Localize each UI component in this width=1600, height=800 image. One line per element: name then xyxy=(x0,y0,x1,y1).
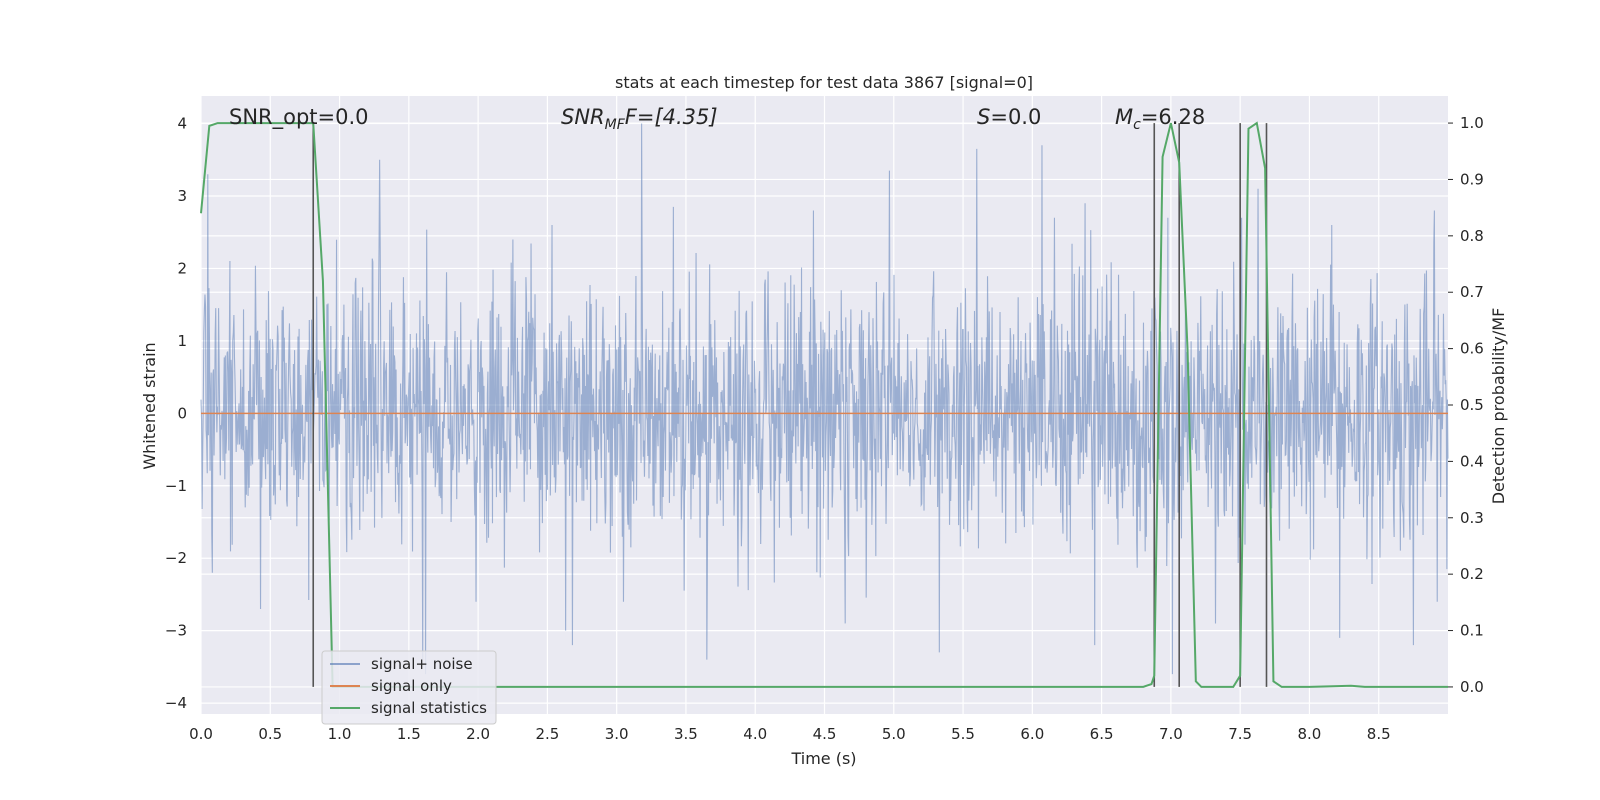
annotation-s-main: S xyxy=(977,105,990,129)
x-tick-label-16: 8.0 xyxy=(1298,725,1322,743)
x-tick-label-17: 8.5 xyxy=(1367,725,1391,743)
x-tick-label-2: 1.0 xyxy=(328,725,352,743)
signal-statistics-series xyxy=(200,121,1448,688)
x-tick-label-8: 4.0 xyxy=(743,725,767,743)
annotation-mc-value: =6.28 xyxy=(1141,105,1205,129)
x-tick-label-4: 2.0 xyxy=(466,725,490,743)
x-tick-label-6: 3.0 xyxy=(605,725,629,743)
x-axis-ticks: 0.0 0.5 1.0 1.5 2.0 2.5 3.0 3.5 4.0 4.5 5.0 5.5 6.0 6… xyxy=(189,725,1391,743)
x-tick-label-7: 3.5 xyxy=(674,725,698,743)
x-tick-label-5: 2.5 xyxy=(535,725,559,743)
y-right-axis-label: Detection probability/MF xyxy=(1489,308,1508,505)
y-left-tick-label-7: −3 xyxy=(165,622,187,640)
x-tick-label-12: 6.0 xyxy=(1020,725,1044,743)
y-right-tick-label-5: 0.5 xyxy=(1460,396,1484,414)
y-right-axis-ticks: 1.0 0.9 0.8 0.7 0.6 0.5 0.4 0.3 0.2 0.1 0.0 xyxy=(1448,114,1484,696)
x-tick-label-14: 7.0 xyxy=(1159,725,1183,743)
x-axis-label: Time (s) xyxy=(790,749,856,768)
y-right-tick-label-0: 1.0 xyxy=(1460,114,1484,132)
y-right-tick-label-2: 0.8 xyxy=(1460,227,1484,245)
legend-label-signal-statistics: signal statistics xyxy=(371,699,487,717)
y-left-axis-label: Whitened strain xyxy=(140,342,159,469)
x-tick-label-1: 0.5 xyxy=(258,725,282,743)
y-left-tick-label-8: −4 xyxy=(165,694,187,712)
annotation-mc: Mc=6.28 xyxy=(1115,105,1205,133)
annotation-s-value: =0.0 xyxy=(990,105,1041,129)
annotation-snr-mf-main: SNR xyxy=(561,105,605,129)
chart-title: stats at each timestep for test data 386… xyxy=(615,73,1033,92)
annotation-snr-mf-value: F=[4.35] xyxy=(625,105,718,129)
y-right-tick-label-10: 0.0 xyxy=(1460,678,1484,696)
y-left-tick-label-0: 4 xyxy=(177,115,187,133)
y-right-tick-label-9: 0.1 xyxy=(1460,622,1484,640)
vertical-markers xyxy=(312,123,1268,687)
legend-box xyxy=(321,650,497,725)
x-tick-label-10: 5.0 xyxy=(882,725,906,743)
annotation-snr-opt: SNR_opt=0.0 xyxy=(229,105,369,130)
x-tick-label-15: 7.5 xyxy=(1228,725,1252,743)
y-left-tick-label-1: 3 xyxy=(177,187,187,205)
y-right-tick-label-8: 0.2 xyxy=(1460,565,1484,583)
y-left-tick-label-5: −1 xyxy=(165,477,187,495)
annotation-snr-mf: SNRMFF=[4.35] xyxy=(561,105,718,133)
legend: signal+ noise signal only signal statist… xyxy=(321,650,497,725)
y-left-tick-label-6: −2 xyxy=(165,549,187,567)
y-right-tick-label-4: 0.6 xyxy=(1460,340,1484,358)
legend-label-signal-only: signal only xyxy=(371,677,452,695)
annotation-mc-main: M xyxy=(1115,105,1133,129)
x-tick-label-11: 5.5 xyxy=(951,725,975,743)
y-left-tick-label-4: 0 xyxy=(177,404,187,422)
y-right-tick-label-1: 0.9 xyxy=(1460,170,1484,188)
x-tick-label-3: 1.5 xyxy=(397,725,421,743)
y-left-tick-label-2: 2 xyxy=(177,259,187,277)
y-right-tick-label-7: 0.3 xyxy=(1460,509,1484,527)
y-right-tick-label-6: 0.4 xyxy=(1460,452,1484,470)
x-tick-label-9: 4.5 xyxy=(813,725,837,743)
y-right-tick-label-3: 0.7 xyxy=(1460,283,1484,301)
x-tick-label-13: 6.5 xyxy=(1090,725,1114,743)
legend-label-signal-noise: signal+ noise xyxy=(371,655,473,673)
annotation-mc-sub: c xyxy=(1133,117,1141,133)
annotation-s: S=0.0 xyxy=(977,105,1041,129)
y-left-tick-label-3: 1 xyxy=(177,332,187,350)
y-left-axis-ticks: 4 3 2 1 0 −1 −2 −3 −4 xyxy=(165,115,187,713)
annotation-snr-mf-sub: MF xyxy=(605,117,626,133)
x-tick-label-0: 0.0 xyxy=(189,725,213,743)
